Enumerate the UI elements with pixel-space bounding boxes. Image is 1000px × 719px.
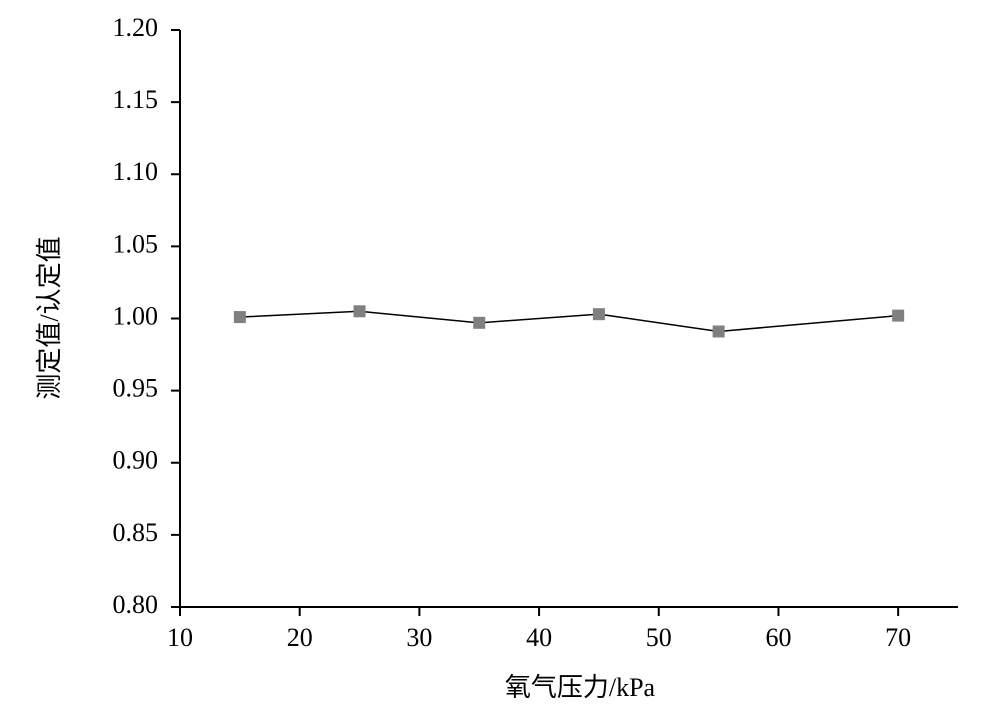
x-tick-label: 30 [406,623,432,652]
y-tick-label: 1.20 [113,13,159,42]
y-tick-label: 0.85 [113,518,159,547]
x-tick-label: 70 [885,623,911,652]
x-tick-label: 10 [167,623,193,652]
data-point [712,325,725,338]
y-tick-label: 0.80 [113,590,159,619]
x-tick-label: 50 [646,623,672,652]
x-tick-label: 40 [526,623,552,652]
y-tick-label: 0.95 [113,374,159,403]
series-line [239,310,899,333]
data-point [592,308,605,321]
data-point [892,309,905,322]
y-tick-label: 1.15 [113,85,159,114]
data-point [473,316,486,329]
data-point [353,305,366,318]
y-axis-label: 测定值/认定值 [35,236,64,399]
x-tick-label: 20 [287,623,313,652]
data-point [233,311,246,324]
y-tick-label: 0.90 [113,446,159,475]
x-tick-label: 60 [765,623,791,652]
x-axis-label: 氧气压力/kPa [505,673,656,702]
y-tick-label: 1.10 [113,157,159,186]
y-tick-label: 1.05 [113,229,159,258]
y-tick-label: 1.00 [113,301,159,330]
